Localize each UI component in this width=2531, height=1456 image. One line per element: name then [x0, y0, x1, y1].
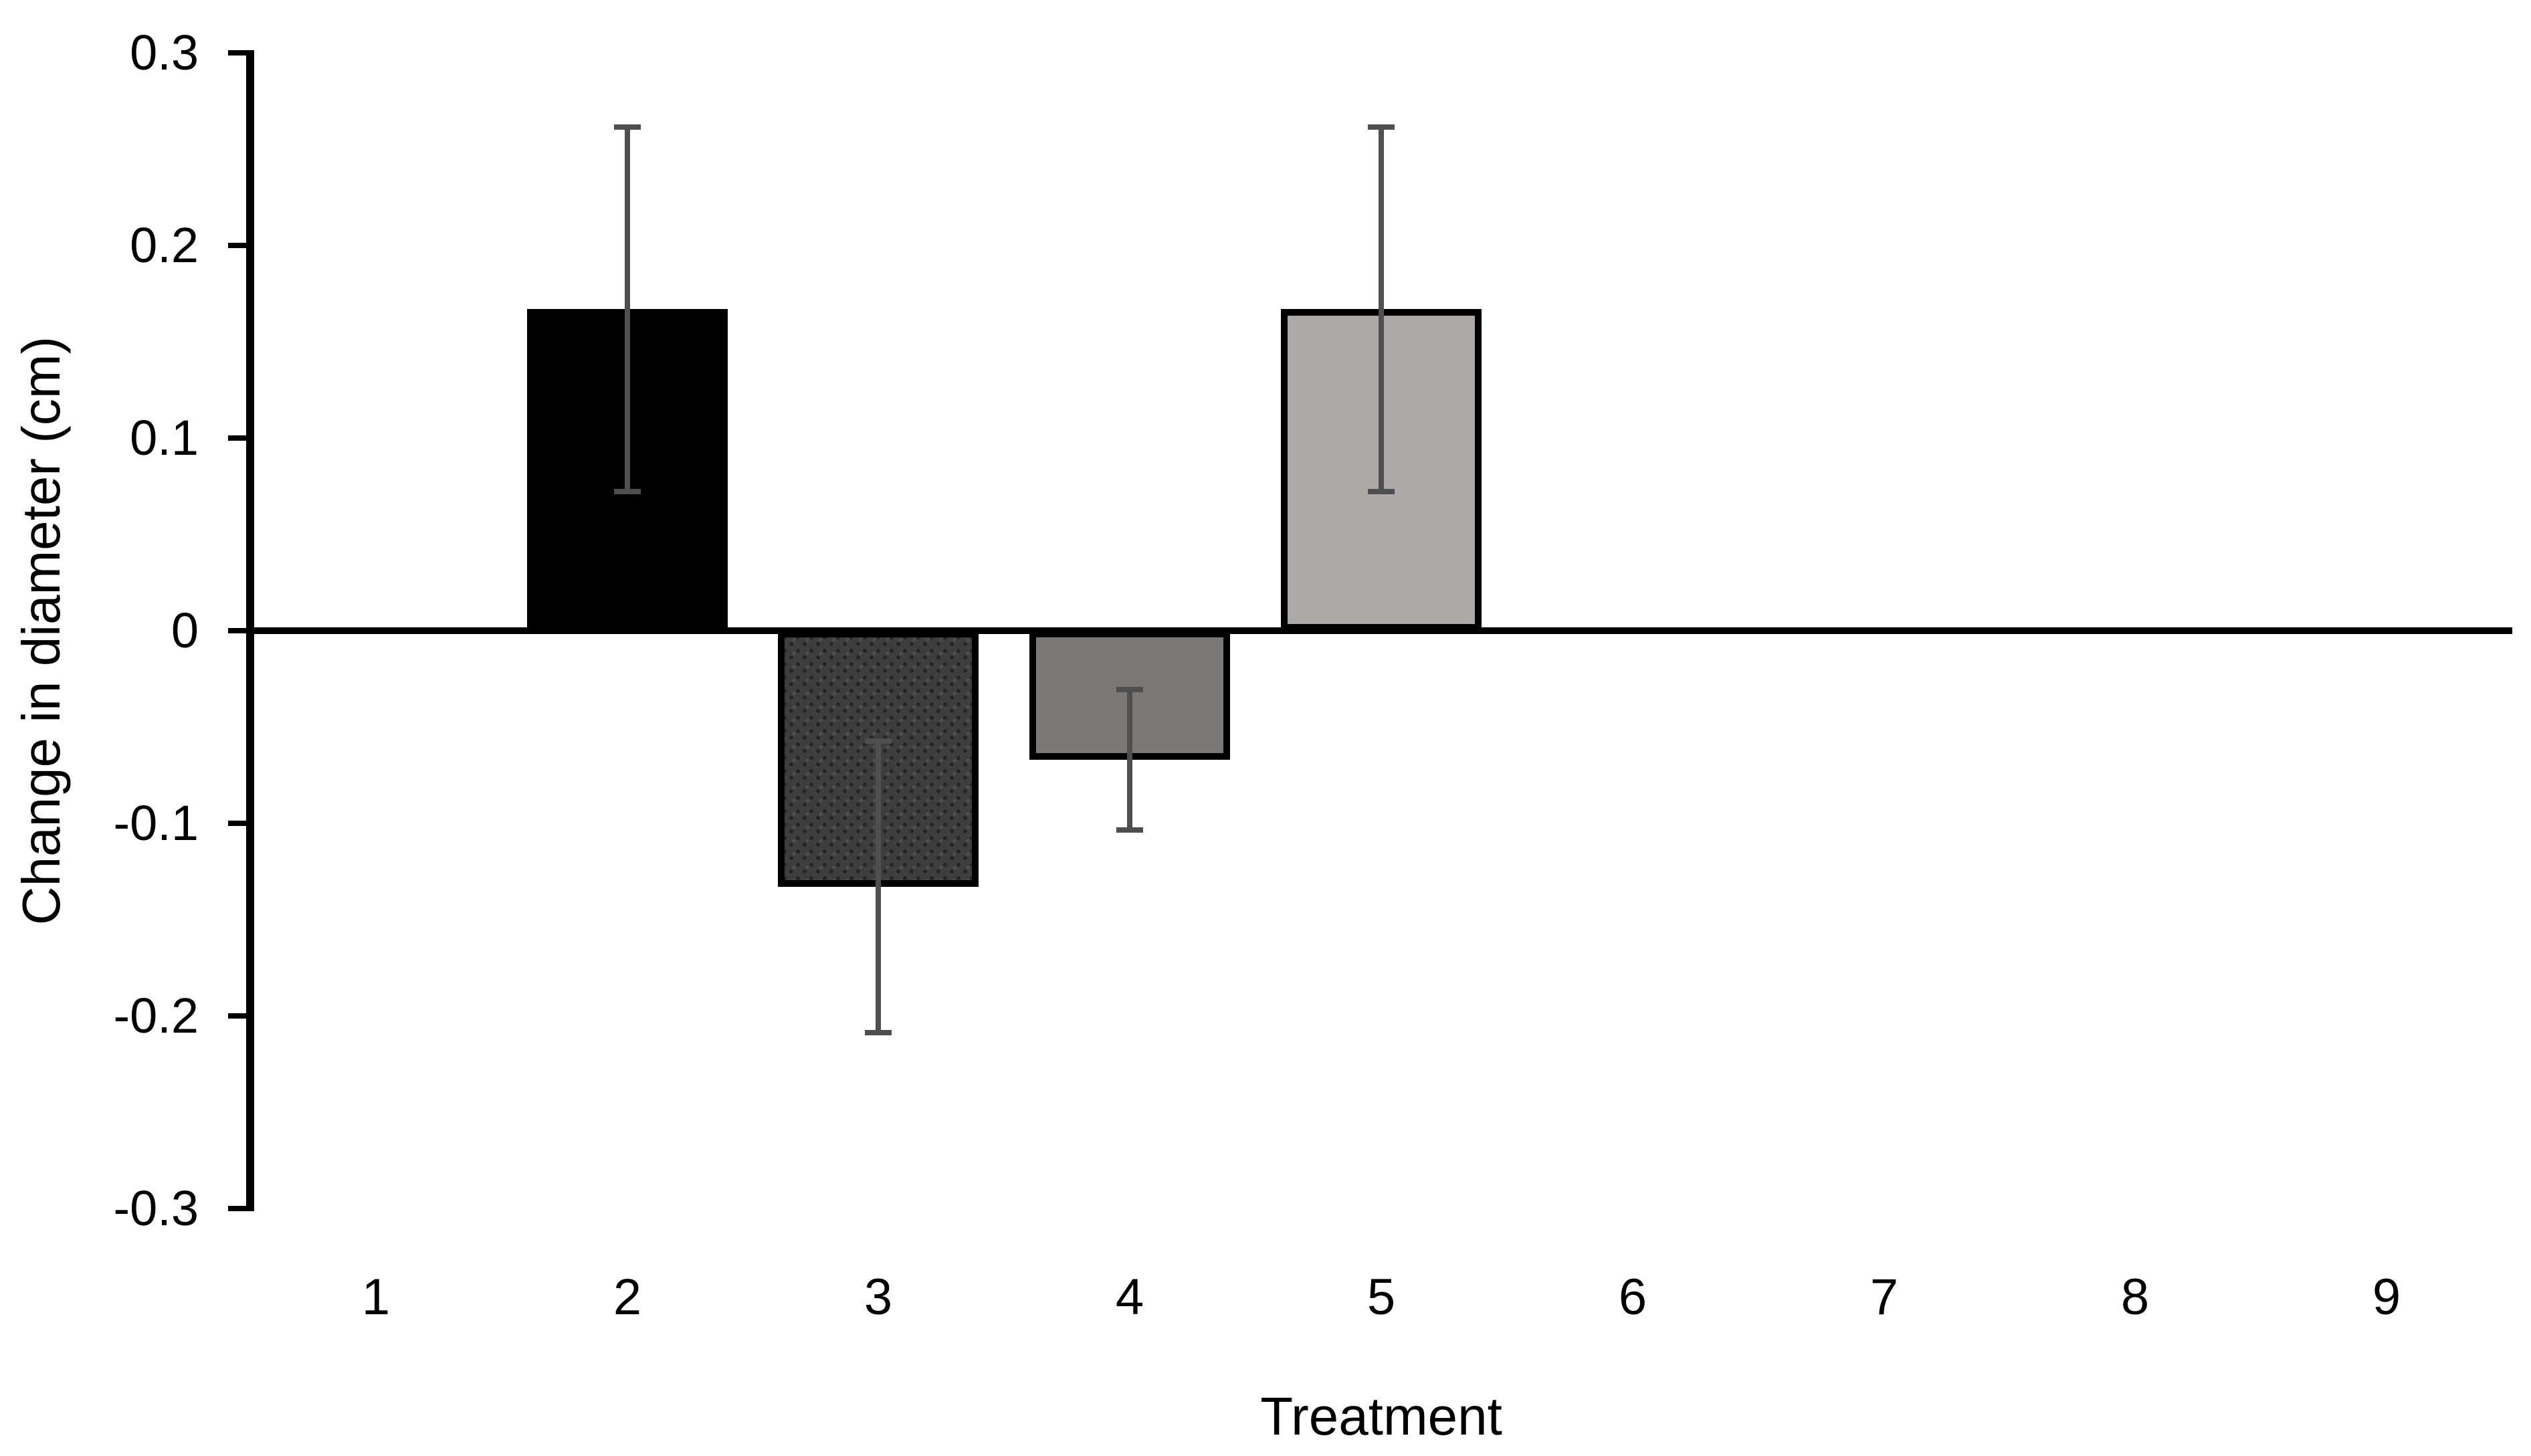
error-bar-cap-bot — [1116, 827, 1143, 833]
bar-treatment-3 — [778, 631, 979, 887]
error-bar-treatment-3 — [865, 738, 892, 1035]
y-tick-mark — [228, 1013, 250, 1019]
y-tick-label: 0 — [171, 603, 199, 658]
y-tick-mark — [228, 50, 250, 56]
error-bar-cap-top — [1368, 124, 1395, 130]
y-tick-label: 0.2 — [130, 217, 199, 273]
y-tick-mark — [228, 243, 250, 248]
error-bar-cap-bot — [614, 489, 641, 494]
x-tick-label-9: 9 — [2372, 1269, 2401, 1326]
error-bar-line — [1127, 687, 1132, 833]
y-tick-mark — [228, 821, 250, 826]
y-tick-label: -0.2 — [113, 988, 199, 1043]
x-axis-zero-line — [250, 627, 2512, 634]
error-bar-treatment-2 — [614, 124, 641, 494]
error-bar-cap-top — [614, 124, 641, 130]
y-tick-label: -0.3 — [113, 1180, 199, 1236]
error-bar-treatment-4 — [1116, 687, 1143, 833]
x-tick-label-3: 3 — [864, 1269, 893, 1326]
error-bar-treatment-5 — [1368, 124, 1395, 494]
x-tick-label-5: 5 — [1366, 1269, 1396, 1326]
x-tick-label-8: 8 — [2120, 1269, 2150, 1326]
error-bar-cap-top — [1116, 687, 1143, 692]
x-tick-label-2: 2 — [613, 1269, 642, 1326]
y-tick-mark — [228, 435, 250, 441]
y-tick-label: -0.1 — [113, 795, 199, 851]
error-bar-line — [876, 738, 881, 1035]
error-bar-cap-top — [865, 738, 892, 744]
error-bar-line — [625, 124, 630, 494]
x-tick-label-4: 4 — [1115, 1269, 1144, 1326]
x-tick-label-6: 6 — [1618, 1269, 1647, 1326]
error-bar-cap-bot — [865, 1030, 892, 1035]
error-bar-cap-bot — [1368, 489, 1395, 494]
x-tick-label-7: 7 — [1869, 1269, 1899, 1326]
error-bar-line — [1379, 124, 1384, 494]
y-tick-mark — [228, 1206, 250, 1211]
x-axis-title: Treatment — [1260, 1386, 1502, 1446]
y-tick-label: 0.1 — [130, 410, 199, 465]
x-tick-label-1: 1 — [361, 1269, 391, 1326]
y-tick-mark — [228, 628, 250, 633]
y-tick-label: 0.3 — [130, 25, 199, 80]
